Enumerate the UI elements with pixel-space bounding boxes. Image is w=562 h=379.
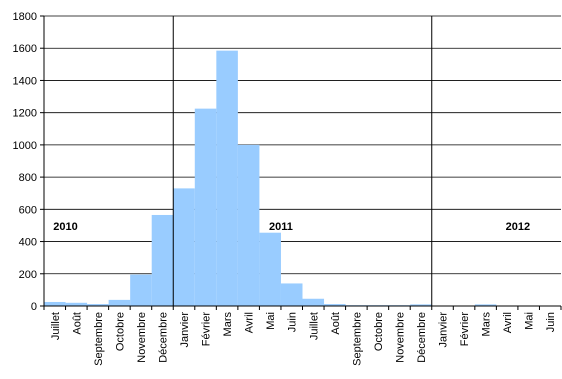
x-tick-label: Mai — [265, 312, 277, 330]
x-tick-label: Février — [459, 312, 471, 347]
x-tick-label: Août — [71, 312, 83, 335]
y-tick-label: 600 — [19, 204, 37, 216]
bar-12 — [303, 299, 325, 306]
y-tick-label: 200 — [19, 269, 37, 281]
x-tick-label: Mars — [481, 312, 493, 337]
x-tick-label: Août — [330, 312, 342, 335]
bar-5 — [152, 215, 174, 306]
y-tick-label: 0 — [31, 301, 37, 313]
y-tick-labels: 0 200 400 600 800 1000 1200 1400 1600 1800 — [13, 11, 37, 313]
year-labels: 2010 2011 2012 — [53, 221, 530, 233]
bar-3 — [109, 300, 131, 306]
x-tick-label: Juin — [287, 312, 299, 332]
x-tick-labels: Juillet Août Septembre Octobre Novembre Décem… — [50, 312, 557, 366]
y-tick-label: 1800 — [13, 11, 37, 23]
x-tick-label: Juillet — [308, 312, 320, 340]
y-tick-label: 800 — [19, 172, 37, 184]
bar-4 — [130, 275, 152, 306]
x-tick-label: Janvier — [179, 312, 191, 348]
bar-10 — [259, 233, 281, 306]
y-tick-label: 1400 — [13, 75, 37, 87]
y-tick-label: 1000 — [13, 140, 37, 152]
year-label: 2012 — [506, 221, 530, 233]
gridlines — [44, 16, 561, 274]
x-tick-label: Janvier — [438, 312, 450, 348]
bar-6 — [173, 188, 195, 306]
axes — [40, 16, 561, 310]
x-tick-label: Novembre — [394, 312, 406, 363]
x-tick-label: Octobre — [373, 312, 385, 351]
x-tick-label: Juin — [545, 312, 557, 332]
y-tick-label: 400 — [19, 237, 37, 249]
x-tick-label: Mars — [222, 312, 234, 337]
bar-7 — [195, 109, 217, 306]
x-tick-label: Mai — [524, 312, 536, 330]
x-tick-label: Décembre — [157, 312, 169, 363]
x-tick-label: Avril — [244, 312, 256, 333]
x-tick-label: Novembre — [136, 312, 148, 363]
x-tick-label: Décembre — [416, 312, 428, 363]
bars — [44, 51, 561, 306]
x-tick-label: Septembre — [93, 312, 105, 366]
bar-9 — [238, 145, 260, 306]
bar-8 — [216, 51, 238, 306]
bar-0 — [44, 302, 66, 306]
x-tick-label: Juillet — [50, 312, 62, 340]
x-tick-label: Février — [201, 312, 213, 347]
y-tick-label: 1200 — [13, 108, 37, 120]
year-label: 2010 — [53, 221, 77, 233]
year-label: 2011 — [269, 221, 293, 233]
bar-11 — [281, 283, 303, 306]
x-tick-label: Septembre — [351, 312, 363, 366]
x-tick-label: Octobre — [114, 312, 126, 351]
x-tick-label: Avril — [502, 312, 514, 333]
y-tick-label: 1600 — [13, 43, 37, 55]
